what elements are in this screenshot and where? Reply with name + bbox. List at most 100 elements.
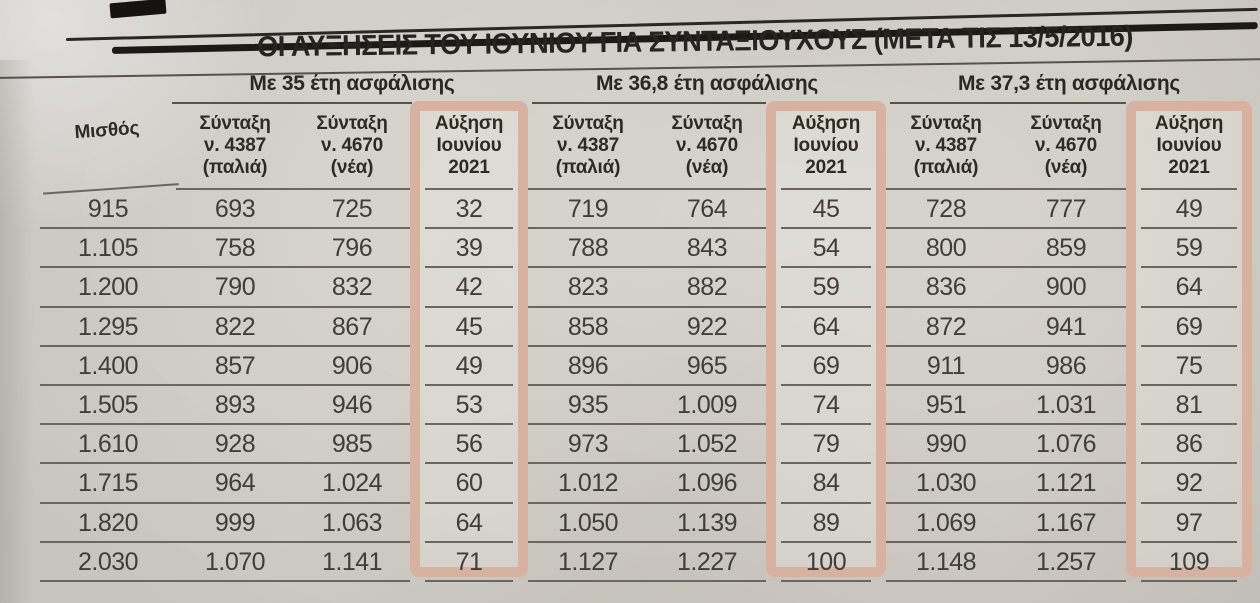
- column-header-pension-new: Σύνταξη ν. 4670 (νέα): [1006, 104, 1126, 190]
- increase-june-2021-36-8-cell: 79: [766, 425, 886, 465]
- group-header-row: Με 35 έτη ασφάλισης Με 36,8 έτη ασφάλιση…: [40, 64, 1252, 104]
- pension-new-35-cell: 867: [294, 308, 410, 347]
- pension-new-37-3-cell: 1.121: [1006, 464, 1126, 504]
- pension-increase-table: Με 35 έτη ασφάλισης Με 36,8 έτη ασφάλιση…: [40, 64, 1252, 583]
- pension-old-37-3-cell: 1.030: [886, 464, 1006, 504]
- pension-old-37-3-cell: 836: [886, 268, 1006, 308]
- increase-june-2021-35-cell: 49: [410, 347, 528, 387]
- pension-new-36-8-cell: 965: [648, 347, 766, 387]
- salary-cell: 1.105: [40, 229, 176, 269]
- pension-new-37-3-cell: 1.167: [1006, 504, 1126, 543]
- salary-cell: 915: [40, 190, 176, 230]
- table-grid: Μισθός Σύνταξη ν. 4387 (παλιά) Σύνταξη ν…: [40, 104, 1252, 583]
- pension-new-35-cell: 985: [294, 425, 410, 465]
- increase-june-2021-37-3-cell: 49: [1126, 190, 1252, 230]
- group-header-37-3-years: Με 37,3 έτη ασφάλισης: [957, 72, 1181, 95]
- photo-edge-shade: [0, 60, 34, 603]
- pension-old-37-3-cell: 990: [886, 425, 1006, 465]
- pension-new-37-3-cell: 986: [1006, 347, 1126, 387]
- pension-old-36-8-cell: 935: [528, 386, 648, 426]
- increase-june-2021-36-8-cell: 89: [766, 504, 886, 543]
- column-header-pension-new: Σύνταξη ν. 4670 (νέα): [294, 104, 410, 190]
- increase-june-2021-37-3-cell: 81: [1126, 386, 1252, 426]
- increase-june-2021-35-cell: 45: [410, 308, 528, 347]
- salary-cell: 1.505: [40, 386, 176, 426]
- pension-old-36-8-cell: 788: [528, 229, 648, 269]
- pension-old-37-3-cell: 1.148: [886, 543, 1006, 583]
- pension-new-37-3-cell: 1.031: [1006, 386, 1126, 426]
- pension-old-36-8-cell: 719: [528, 190, 648, 230]
- group-header-35-years: Με 35 έτη ασφάλισης: [249, 72, 455, 95]
- pension-old-35-cell: 822: [176, 308, 294, 347]
- pension-old-37-3-cell: 951: [886, 386, 1006, 426]
- pension-new-36-8-cell: 1.052: [648, 425, 766, 465]
- increase-june-2021-35-cell: 60: [410, 464, 528, 504]
- increase-june-2021-35-cell: 42: [410, 268, 528, 308]
- column-header-increase: Αύξηση Ιουνίου 2021: [1126, 104, 1252, 190]
- pension-new-35-cell: 725: [294, 190, 410, 230]
- pension-new-35-cell: 796: [294, 229, 410, 269]
- pension-new-36-8-cell: 1.009: [648, 386, 766, 426]
- increase-june-2021-37-3-cell: 97: [1126, 504, 1252, 543]
- pension-new-37-3-cell: 859: [1006, 229, 1126, 269]
- pension-new-37-3-cell: 777: [1006, 190, 1126, 230]
- increase-june-2021-36-8-cell: 69: [766, 347, 886, 387]
- salary-cell: 1.610: [40, 425, 176, 465]
- pension-old-36-8-cell: 1.127: [528, 543, 648, 583]
- group-header-36-8-years: Με 36,8 έτη ασφάλισης: [595, 72, 819, 95]
- pension-new-36-8-cell: 1.096: [648, 464, 766, 504]
- pension-old-36-8-cell: 973: [528, 425, 648, 465]
- pension-new-36-8-cell: 1.139: [648, 504, 766, 543]
- pension-old-35-cell: 999: [176, 504, 294, 543]
- salary-cell: 2.030: [40, 543, 176, 583]
- increase-june-2021-37-3-cell: 75: [1126, 347, 1252, 387]
- pension-new-37-3-cell: 1.257: [1006, 543, 1126, 583]
- increase-column-highlight-frame: [1126, 101, 1252, 577]
- pension-old-35-cell: 790: [176, 268, 294, 308]
- pension-old-36-8-cell: 823: [528, 268, 648, 308]
- pension-new-36-8-cell: 843: [648, 229, 766, 269]
- increase-june-2021-36-8-cell: 64: [766, 308, 886, 347]
- pension-new-35-cell: 832: [294, 268, 410, 308]
- pension-old-37-3-cell: 872: [886, 308, 1006, 347]
- increase-june-2021-36-8-cell: 45: [766, 190, 886, 230]
- increase-june-2021-37-3-cell: 92: [1126, 464, 1252, 504]
- column-header-increase: Αύξηση Ιουνίου 2021: [410, 104, 528, 190]
- column-header-increase: Αύξηση Ιουνίου 2021: [766, 104, 886, 190]
- pension-new-36-8-cell: 764: [648, 190, 766, 230]
- pension-old-37-3-cell: 800: [886, 229, 1006, 269]
- increase-june-2021-35-cell: 71: [410, 543, 528, 583]
- increase-june-2021-37-3-cell: 69: [1126, 308, 1252, 347]
- salary-cell: 1.715: [40, 464, 176, 504]
- pension-old-37-3-cell: 728: [886, 190, 1006, 230]
- pension-old-35-cell: 693: [176, 190, 294, 230]
- pension-new-35-cell: 1.141: [294, 543, 410, 583]
- pension-new-36-8-cell: 882: [648, 268, 766, 308]
- salary-cell: 1.295: [40, 308, 176, 347]
- group-underline: [890, 102, 1126, 104]
- salary-cell: 1.820: [40, 504, 176, 543]
- pension-old-37-3-cell: 911: [886, 347, 1006, 387]
- increase-june-2021-36-8-cell: 54: [766, 229, 886, 269]
- pension-new-35-cell: 1.024: [294, 464, 410, 504]
- increase-june-2021-36-8-cell: 59: [766, 268, 886, 308]
- column-header-pension-new: Σύνταξη ν. 4670 (νέα): [648, 104, 766, 190]
- increase-column-highlight-frame: [766, 101, 886, 577]
- increase-june-2021-36-8-cell: 100: [766, 543, 886, 583]
- increase-june-2021-36-8-cell: 84: [766, 464, 886, 504]
- increase-june-2021-35-cell: 64: [410, 504, 528, 543]
- increase-june-2021-37-3-cell: 59: [1126, 229, 1252, 269]
- column-header-pension-old: Σύνταξη ν. 4387 (παλιά): [176, 104, 294, 190]
- pension-old-36-8-cell: 858: [528, 308, 648, 347]
- column-header-salary: Μισθός: [37, 99, 179, 194]
- column-header-pension-old: Σύνταξη ν. 4387 (παλιά): [886, 104, 1006, 190]
- increase-column-highlight-frame: [410, 101, 528, 577]
- pension-old-36-8-cell: 1.012: [528, 464, 648, 504]
- pension-old-36-8-cell: 1.050: [528, 504, 648, 543]
- pension-old-35-cell: 1.070: [176, 543, 294, 583]
- pension-new-36-8-cell: 1.227: [648, 543, 766, 583]
- increase-june-2021-37-3-cell: 109: [1126, 543, 1252, 583]
- increase-june-2021-35-cell: 56: [410, 425, 528, 465]
- increase-june-2021-36-8-cell: 74: [766, 386, 886, 426]
